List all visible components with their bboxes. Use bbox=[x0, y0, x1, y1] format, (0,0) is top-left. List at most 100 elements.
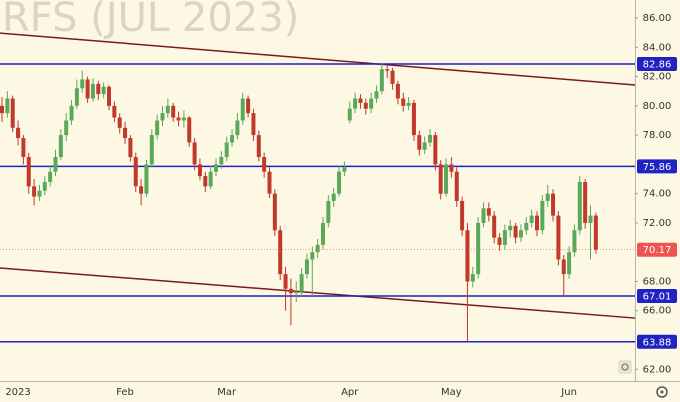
candle-body bbox=[37, 190, 42, 197]
candle-body bbox=[486, 208, 491, 216]
candle-body bbox=[492, 215, 497, 238]
candle-body bbox=[10, 98, 15, 128]
candle-body bbox=[53, 157, 58, 172]
candle-body bbox=[513, 225, 518, 238]
candle-body bbox=[21, 138, 26, 158]
level-label: 67.01 bbox=[643, 291, 672, 302]
candle-body bbox=[149, 135, 154, 165]
candle-body bbox=[331, 193, 336, 201]
last-price-label: 70.17 bbox=[643, 245, 672, 256]
candle-body bbox=[197, 164, 202, 177]
level-label: 82.86 bbox=[643, 59, 672, 70]
x-tick-label: Mar bbox=[217, 387, 237, 398]
candle-body bbox=[26, 157, 31, 187]
candle-body bbox=[267, 171, 272, 194]
candle-body bbox=[395, 83, 400, 99]
candle-body bbox=[438, 164, 443, 194]
candle-body bbox=[572, 230, 577, 253]
candle-body bbox=[347, 108, 352, 121]
candle-body bbox=[107, 86, 111, 106]
candle-body bbox=[321, 222, 325, 245]
candle-body bbox=[433, 135, 438, 165]
x-tick-label: Apr bbox=[341, 387, 359, 398]
candle-body bbox=[133, 157, 138, 187]
candle-body bbox=[96, 83, 101, 95]
candle-body bbox=[224, 142, 229, 158]
candle-body bbox=[358, 98, 363, 103]
candle-body bbox=[80, 79, 85, 89]
scroll-icon[interactable] bbox=[618, 360, 632, 374]
x-tick-label: Feb bbox=[116, 387, 134, 398]
candle-body bbox=[0, 105, 4, 114]
candle-body bbox=[208, 171, 213, 187]
candle-body bbox=[567, 252, 572, 275]
candle-body bbox=[593, 215, 598, 250]
last-price-box bbox=[637, 242, 677, 257]
settings-button[interactable] bbox=[656, 386, 668, 398]
candle-body bbox=[32, 186, 37, 197]
candle-body bbox=[588, 215, 593, 223]
candle-body bbox=[326, 200, 331, 223]
candle-body bbox=[123, 127, 128, 139]
y-tick-label: 82.00 bbox=[643, 72, 672, 83]
candle-body bbox=[299, 274, 304, 292]
candle-body bbox=[545, 193, 550, 201]
candle-body bbox=[256, 135, 261, 158]
level-label: 75.86 bbox=[643, 162, 672, 173]
candle-body bbox=[524, 222, 529, 231]
candle-body bbox=[379, 69, 384, 92]
trendline bbox=[0, 32, 636, 86]
candle-body bbox=[294, 291, 299, 294]
level-label-box bbox=[637, 159, 677, 174]
y-tick-label: 86.00 bbox=[643, 13, 672, 24]
candle-body bbox=[165, 105, 170, 114]
candle-body bbox=[219, 157, 224, 165]
y-tick-label: 80.00 bbox=[643, 101, 672, 112]
candle-body bbox=[310, 252, 315, 260]
candle-body bbox=[74, 88, 79, 106]
candle-body bbox=[155, 120, 160, 136]
candle-body bbox=[112, 105, 117, 118]
candle-body bbox=[481, 208, 486, 223]
candle-body bbox=[540, 200, 545, 231]
candle-body bbox=[518, 230, 523, 238]
candle-body bbox=[363, 102, 368, 109]
y-tick-label: 72.00 bbox=[643, 218, 672, 229]
candle-body bbox=[476, 222, 481, 275]
candle-body bbox=[417, 135, 422, 150]
x-tick-label: May bbox=[441, 387, 462, 398]
candle-body bbox=[85, 79, 90, 99]
candle-body bbox=[272, 193, 277, 231]
candle-body bbox=[449, 164, 454, 172]
candle-body bbox=[502, 230, 507, 245]
candle-body bbox=[176, 117, 181, 121]
candle-body bbox=[470, 274, 475, 282]
candle-body bbox=[69, 105, 74, 121]
candle-body bbox=[315, 244, 320, 253]
candle-body bbox=[444, 164, 449, 194]
candle-body bbox=[90, 83, 95, 99]
candle-body bbox=[508, 225, 513, 231]
candle-body bbox=[454, 171, 459, 201]
candle-body bbox=[160, 113, 165, 121]
candle-body bbox=[203, 176, 208, 187]
y-tick-label: 74.00 bbox=[643, 189, 672, 200]
candle-body bbox=[465, 230, 470, 282]
candle-body bbox=[192, 142, 197, 165]
candle-body bbox=[128, 138, 133, 158]
watermark-title: RFS (JUL 2023) bbox=[2, 0, 299, 41]
candle-body bbox=[411, 102, 416, 136]
candle-body bbox=[288, 288, 293, 294]
candle-body bbox=[583, 181, 588, 223]
candle-body bbox=[342, 167, 347, 172]
candle-body bbox=[337, 171, 342, 194]
y-tick-label: 84.00 bbox=[643, 42, 672, 53]
candle-body bbox=[304, 259, 309, 275]
level-label: 63.88 bbox=[643, 337, 672, 348]
candle-body bbox=[48, 171, 53, 182]
candle-body bbox=[422, 142, 427, 150]
y-tick-label: 68.00 bbox=[643, 276, 672, 287]
candle-body bbox=[214, 164, 218, 172]
candle-body bbox=[240, 98, 245, 121]
